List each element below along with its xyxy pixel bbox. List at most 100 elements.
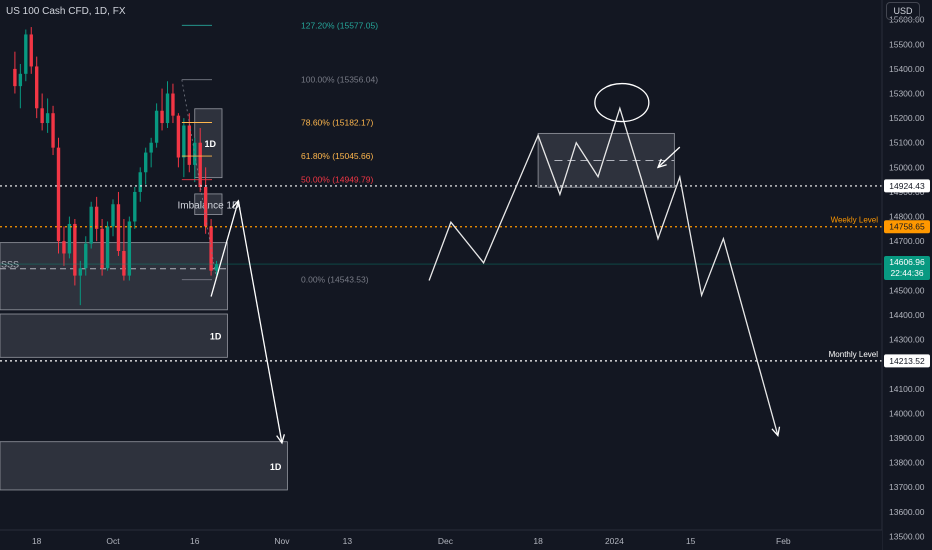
countdown-label: 22:44:36	[890, 268, 923, 278]
candle-body	[18, 73, 23, 87]
zone-label: 1D	[204, 139, 216, 149]
candle-body	[51, 113, 55, 148]
fib-trend-line	[181, 79, 217, 280]
price-tick-label: 15200.00	[889, 113, 925, 123]
fib-label: 78.60% (15182.17)	[301, 118, 373, 128]
candle-body	[154, 110, 159, 143]
weekly-level-badge-bg	[884, 220, 930, 234]
small-arrow-head	[656, 158, 667, 169]
price-tick-label: 15300.00	[889, 89, 925, 99]
price-tick-label: 15400.00	[889, 64, 925, 74]
level-badge-bg	[884, 179, 930, 193]
arrow-down-head	[276, 434, 285, 445]
price-tick-label: 14500.00	[889, 285, 925, 295]
highlight-circle	[594, 82, 650, 123]
candle-body	[84, 243, 88, 269]
price-tick-label: 15000.00	[889, 162, 925, 172]
currency-button[interactable]: USD	[886, 2, 920, 20]
candle-body	[100, 228, 104, 269]
projection-path	[428, 106, 779, 436]
fib-label: 61.80% (15045.66)	[301, 151, 373, 161]
price-tick-label: 13800.00	[889, 458, 925, 468]
price-tick-label: 13700.00	[889, 482, 925, 492]
zones-layer: 1D Imbalance 1D 1D 1D SSS	[0, 108, 675, 491]
symbol-title: US 100 Cash CFD, 1D, FX	[6, 6, 126, 17]
time-tick-label: Feb	[776, 536, 791, 546]
candle-body	[144, 152, 148, 173]
candle-body	[94, 206, 99, 229]
arrow-down-line	[237, 200, 283, 444]
time-tick-label: Oct	[106, 536, 120, 546]
fib-label: 127.20% (15577.05)	[301, 20, 378, 30]
price-tick-label: 14000.00	[889, 408, 925, 418]
zone-box	[0, 242, 228, 311]
time-axis: 18 Oct 16 Nov 13 Dec 18 2024 15 Feb	[0, 529, 882, 550]
candle-body	[171, 93, 175, 116]
weekly-level-badge: 14758.65	[889, 222, 925, 232]
candle-body	[62, 241, 66, 254]
time-tick-label: 18	[533, 536, 543, 546]
level-badge: 14924.43	[889, 181, 925, 191]
price-tick-label: 14700.00	[889, 236, 925, 246]
candle-body	[214, 264, 219, 271]
price-tick-label: 15100.00	[889, 138, 925, 148]
candle-body	[187, 125, 191, 165]
candle-body	[127, 221, 132, 276]
time-axis-bg	[0, 530, 882, 550]
candle-body	[45, 113, 50, 124]
candle-body	[116, 204, 121, 252]
candle-body	[160, 110, 164, 124]
candle-body	[40, 108, 44, 124]
candle-body	[176, 115, 181, 158]
time-tick-label: Nov	[274, 536, 290, 546]
fib-label: 100.00% (15356.04)	[301, 75, 378, 85]
level-label: Monthly Level	[829, 350, 879, 359]
candle-body	[203, 187, 208, 227]
drawings-layer	[210, 82, 781, 445]
levels-layer: Weekly Level Monthly Level	[0, 185, 882, 362]
time-tick-label: 13	[343, 536, 353, 546]
zone-box	[194, 193, 223, 215]
candle-body	[198, 142, 202, 188]
price-tick-label: 14800.00	[889, 212, 925, 222]
price-tick-label: 13900.00	[889, 433, 925, 443]
fib-label: 0.00% (14543.53)	[301, 275, 369, 285]
time-tick-label: Dec	[438, 536, 454, 546]
zone-box	[0, 441, 288, 491]
candles-layer	[13, 27, 219, 306]
time-tick-label: 15	[686, 536, 696, 546]
price-tick-label: 14300.00	[889, 335, 925, 345]
candle-body	[35, 66, 39, 109]
candle-body	[73, 223, 77, 276]
zone-label: 1D	[210, 332, 222, 342]
last-price-badge-bg	[884, 256, 930, 281]
candle-body	[24, 34, 28, 74]
candle-body	[149, 142, 153, 153]
candle-body	[67, 223, 72, 254]
level-badge-bg	[884, 354, 930, 368]
price-tick-label: 13500.00	[889, 531, 925, 541]
price-tick-label: 15500.00	[889, 39, 925, 49]
fibonacci-layer: 127.20% (15577.05) 100.00% (15356.04) 78.6…	[181, 20, 378, 285]
time-tick-label: 16	[190, 536, 200, 546]
candle-body	[165, 93, 170, 124]
level-label: Weekly Level	[831, 216, 879, 225]
candle-body	[122, 251, 126, 276]
time-tick-label: 18	[32, 536, 42, 546]
candle-body	[138, 172, 142, 192]
candle-body	[78, 268, 82, 276]
projection-arrowhead	[771, 426, 781, 438]
candle-body	[105, 226, 110, 269]
candle-body	[89, 206, 93, 244]
candle-body	[111, 204, 115, 227]
zone-label: 1D	[270, 462, 282, 472]
candle-body	[133, 191, 137, 222]
sss-label: SSS	[1, 260, 19, 270]
candle-body	[29, 34, 33, 67]
time-tick-label: 2024	[605, 536, 624, 546]
fib-label: 50.00% (14949.79)	[301, 175, 373, 185]
candle-body	[56, 147, 61, 242]
price-tick-label: 13600.00	[889, 507, 925, 517]
